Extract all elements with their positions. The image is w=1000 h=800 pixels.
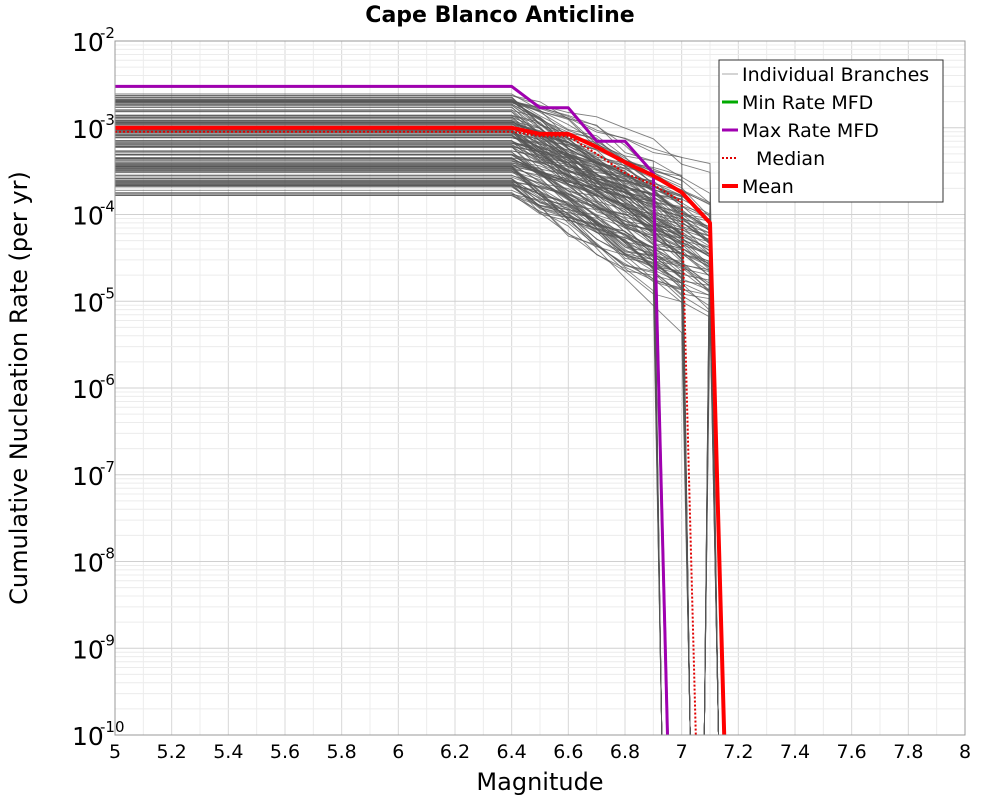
branch-line <box>115 181 711 736</box>
chart-title: Cape Blanco Anticline <box>365 3 634 28</box>
y-tick-exponent: -5 <box>100 284 115 302</box>
branch-line <box>115 115 691 736</box>
x-tick-label: 5.2 <box>157 741 187 763</box>
branch-line <box>115 139 691 736</box>
branch-line <box>115 129 691 736</box>
individual-branches <box>115 93 719 736</box>
branch-line <box>115 181 711 736</box>
x-tick-label: 6.8 <box>610 741 640 763</box>
branch-line <box>115 131 711 736</box>
branch-line <box>115 185 691 736</box>
y-tick-exponent: -6 <box>100 371 115 389</box>
y-tick-label: 10 <box>72 375 104 404</box>
branch-line <box>115 158 691 736</box>
branch-line <box>115 178 691 736</box>
branch-line <box>115 95 719 736</box>
x-tick-label: 7.8 <box>893 741 923 763</box>
branch-line <box>115 126 691 736</box>
y-tick-label: 10 <box>72 549 104 578</box>
x-tick-label: 5 <box>109 741 121 763</box>
x-tick-label: 5.8 <box>327 741 357 763</box>
branch-line <box>115 135 719 736</box>
y-tick-exponent: -2 <box>100 24 115 42</box>
branch-line <box>115 185 691 736</box>
x-tick-label: 6 <box>392 741 404 763</box>
x-tick-label: 8 <box>959 741 971 763</box>
y-tick-exponent: -4 <box>100 198 115 216</box>
branch-line <box>115 115 663 736</box>
branch-line <box>115 191 691 736</box>
grid <box>114 41 966 736</box>
y-tick-exponent: -3 <box>100 111 115 129</box>
branch-line <box>115 184 719 736</box>
x-tick-label: 7 <box>676 741 688 763</box>
branch-line <box>115 178 691 736</box>
x-tick-label: 7.6 <box>837 741 867 763</box>
branch-line <box>115 178 663 736</box>
legend-label: Mean <box>742 176 794 198</box>
y-tick-exponent: -9 <box>100 631 115 649</box>
branch-line <box>115 93 691 736</box>
y-tick-exponent: -7 <box>100 458 115 476</box>
y-tick-label: 10 <box>72 202 104 231</box>
branch-line <box>115 165 719 736</box>
branch-line <box>115 166 719 736</box>
y-tick-label: 10 <box>72 635 104 664</box>
branch-line <box>115 142 719 736</box>
branch-line <box>115 97 711 736</box>
x-axis-ticks: 5 5.2 5.4 5.6 5.8 6 6.2 6.4 6.6 6.8 7 7.2 7.4 7.6 7.8 8 <box>109 741 971 763</box>
x-tick-label: 6.6 <box>553 741 583 763</box>
branch-line <box>115 193 691 736</box>
branch-line <box>115 146 711 736</box>
y-tick-label: 10 <box>72 722 104 751</box>
y-tick-label: 10 <box>72 462 104 491</box>
branch-line <box>115 136 691 736</box>
legend: Individual Branches Min Rate MFD Max Rate … <box>718 59 944 203</box>
legend-label: Max Rate MFD <box>742 120 879 142</box>
branch-line <box>115 140 663 736</box>
legend-label: Median <box>756 148 825 170</box>
branch-line <box>115 103 691 736</box>
branch-line <box>115 99 719 736</box>
legend-box <box>718 59 944 203</box>
x-tick-label: 6.2 <box>440 741 470 763</box>
x-tick-label: 5.6 <box>270 741 300 763</box>
y-tick-exponent: -8 <box>100 545 115 563</box>
y-tick-label: 10 <box>72 288 104 317</box>
y-tick-label: 10 <box>72 28 104 57</box>
y-tick-label: 10 <box>72 115 104 144</box>
branch-line <box>115 151 691 736</box>
legend-label: Individual Branches <box>742 64 929 86</box>
x-axis-label: Magnitude <box>476 768 603 796</box>
branch-line <box>115 162 691 736</box>
x-tick-label: 7.2 <box>723 741 753 763</box>
branch-line <box>115 106 711 736</box>
series-max-rate-mfd <box>115 84 669 736</box>
series-lines <box>115 84 727 736</box>
branch-line <box>115 111 691 736</box>
y-axis-label: Cumulative Nucleation Rate (per yr) <box>5 171 33 605</box>
x-tick-label: 5.4 <box>213 741 243 763</box>
branch-line <box>115 157 691 736</box>
branch-line <box>115 174 719 736</box>
series-mean <box>115 125 727 736</box>
y-tick-exponent: -10 <box>100 718 125 736</box>
legend-label: Min Rate MFD <box>742 92 873 114</box>
x-tick-label: 6.4 <box>497 741 527 763</box>
branch-line <box>115 96 691 736</box>
plot-frame <box>114 40 966 736</box>
branch-line <box>115 131 663 736</box>
branch-line <box>115 154 711 736</box>
x-tick-label: 7.4 <box>780 741 810 763</box>
